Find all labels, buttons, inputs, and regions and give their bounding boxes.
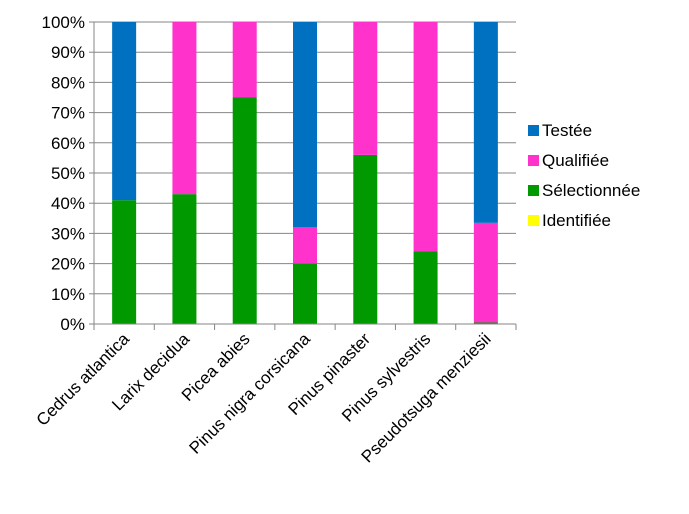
bar-segment-testée-1	[112, 22, 137, 201]
bar-segment-sélectionnée-3	[232, 97, 257, 324]
y-tick-label: 70%	[51, 104, 85, 123]
bar-segment-qualifiée-7	[473, 222, 498, 323]
legend-swatch-1	[528, 125, 539, 136]
bar-segment-qualifiée-6	[413, 22, 438, 252]
legend-swatch-4	[528, 215, 539, 226]
y-tick-label: 90%	[51, 43, 85, 62]
bar-segment-testée-7	[473, 22, 498, 223]
bar-segment-qualifiée-5	[353, 22, 378, 155]
bar-segment-testée-4	[293, 22, 317, 228]
y-tick-label: 10%	[51, 285, 85, 304]
axes: 0% 10% 20% 30% 40% 50% 60% 70% 80% 90% 100% Cedrus …	[33, 13, 517, 466]
bar-segment-qualifiée-3	[232, 22, 257, 98]
bar-segment-sélectionnée-2	[172, 194, 197, 324]
bar-segment-sélectionnée-7	[473, 322, 498, 324]
legend: Testée Qualifiée Sélectionnée Identifiée	[528, 121, 640, 230]
legend-swatch-3	[528, 185, 539, 196]
legend-swatch-2	[528, 155, 539, 166]
bar-segment-sélectionnée-1	[112, 200, 137, 324]
y-tick-label: 100%	[42, 13, 85, 32]
bar-segment-qualifiée-4	[293, 227, 317, 264]
y-tick-label: 40%	[51, 194, 85, 213]
legend-label-2: Qualifiée	[542, 151, 609, 170]
legend-label-1: Testée	[542, 121, 592, 140]
y-tick-label: 20%	[51, 255, 85, 274]
bar-segment-sélectionnée-5	[353, 154, 378, 324]
legend-label-3: Sélectionnée	[542, 181, 640, 200]
legend-label-4: Identifiée	[542, 211, 611, 230]
bar-segment-sélectionnée-4	[293, 263, 317, 324]
y-tick-label: 60%	[51, 134, 85, 153]
bars	[112, 22, 498, 324]
y-tick-label: 0%	[60, 315, 85, 334]
x-category-label: Cedrus atlantica	[33, 329, 134, 430]
x-category-label: Pinus nigra corsicana	[185, 329, 314, 458]
y-tick-label: 50%	[51, 164, 85, 183]
y-tick-label: 80%	[51, 73, 85, 92]
bar-segment-sélectionnée-6	[413, 251, 438, 324]
bar-segment-qualifiée-2	[172, 22, 197, 195]
y-tick-label: 30%	[51, 224, 85, 243]
